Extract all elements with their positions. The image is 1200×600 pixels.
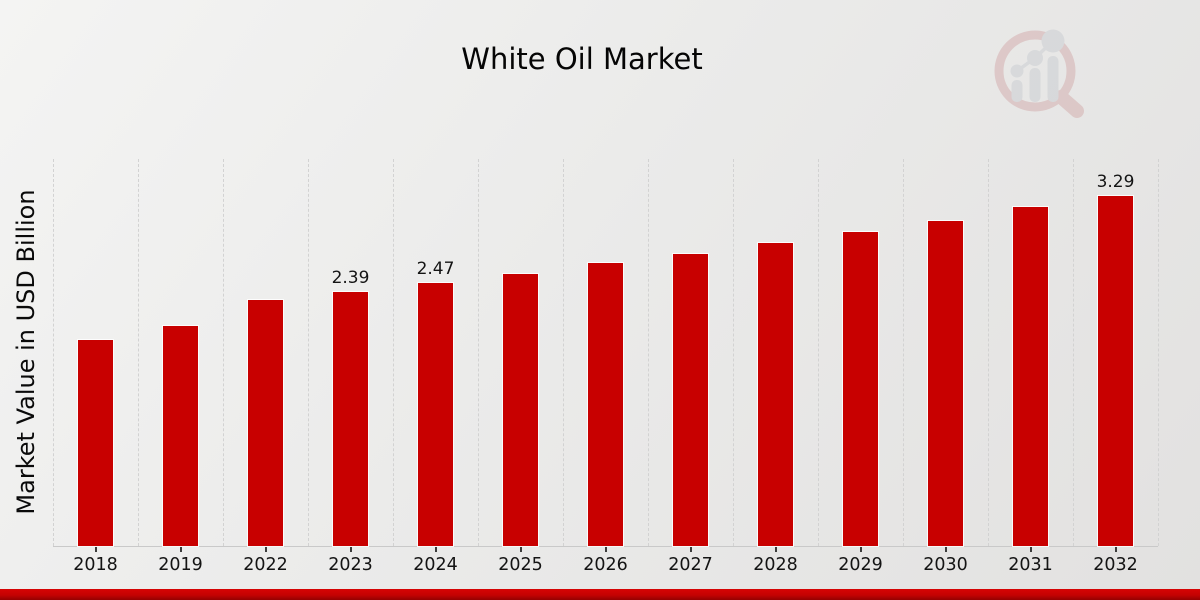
x-axis-tick [349,547,352,552]
gridline [1073,159,1074,546]
x-axis-tick [94,547,97,552]
gridline [1158,159,1159,546]
x-tick-label-2029: 2029 [838,555,883,575]
bar-2025 [503,274,538,546]
x-tick-label-2018: 2018 [73,555,118,575]
gridline [308,159,309,546]
gridline [478,159,479,546]
bar-value-label-2024: 2.47 [416,259,455,279]
x-tick-label-2032: 2032 [1093,555,1138,575]
x-axis-tick [689,547,692,552]
x-axis-tick [859,547,862,552]
bar-2018 [78,340,113,546]
gridline [818,159,819,546]
gridline [138,159,139,546]
x-tick-label-2023: 2023 [328,555,373,575]
bar-2031 [1013,207,1048,546]
bar-2019 [163,326,198,546]
x-tick-label-2022: 2022 [243,555,288,575]
bar-2032 [1098,196,1133,546]
bar-2026 [588,263,623,546]
x-tick-label-2031: 2031 [1008,555,1053,575]
brand-logo [985,22,1097,120]
bar-2023 [333,292,368,546]
x-tick-label-2019: 2019 [158,555,203,575]
gridline [988,159,989,546]
bar-2028 [758,243,793,546]
bar-2024 [418,283,453,546]
x-tick-label-2026: 2026 [583,555,628,575]
gridline [648,159,649,546]
bar-2030 [928,221,963,546]
gridline [223,159,224,546]
x-tick-label-2024: 2024 [413,555,458,575]
x-axis-tick [434,547,437,552]
bar-value-label-2032: 3.29 [1096,172,1135,192]
gridline [563,159,564,546]
chart-title: White Oil Market [461,42,703,76]
x-axis-tick [604,547,607,552]
x-axis-tick [1029,547,1032,552]
x-axis-tick [519,547,522,552]
x-tick-label-2028: 2028 [753,555,798,575]
x-tick-label-2025: 2025 [498,555,543,575]
bar-2027 [673,254,708,546]
plot-area: 2018 2019 2022 2.39 2023 2.47 2024 2025 2026 2027… [53,159,1159,575]
bar-2029 [843,232,878,546]
x-axis-tick [944,547,947,552]
x-tick-label-2027: 2027 [668,555,713,575]
magnifier-chart-icon [994,29,1084,118]
x-axis-tick [774,547,777,552]
x-axis-tick [1114,547,1117,552]
x-axis-tick [264,547,267,552]
bar-2022 [248,300,283,546]
gridline [903,159,904,546]
y-axis-label: Market Value in USD Billion [12,189,40,515]
footer-banner [0,589,1200,600]
bar-value-label-2023: 2.39 [331,268,370,288]
gridline [53,159,54,546]
gridline [393,159,394,546]
x-axis-tick [179,547,182,552]
x-tick-label-2030: 2030 [923,555,968,575]
gridline [733,159,734,546]
